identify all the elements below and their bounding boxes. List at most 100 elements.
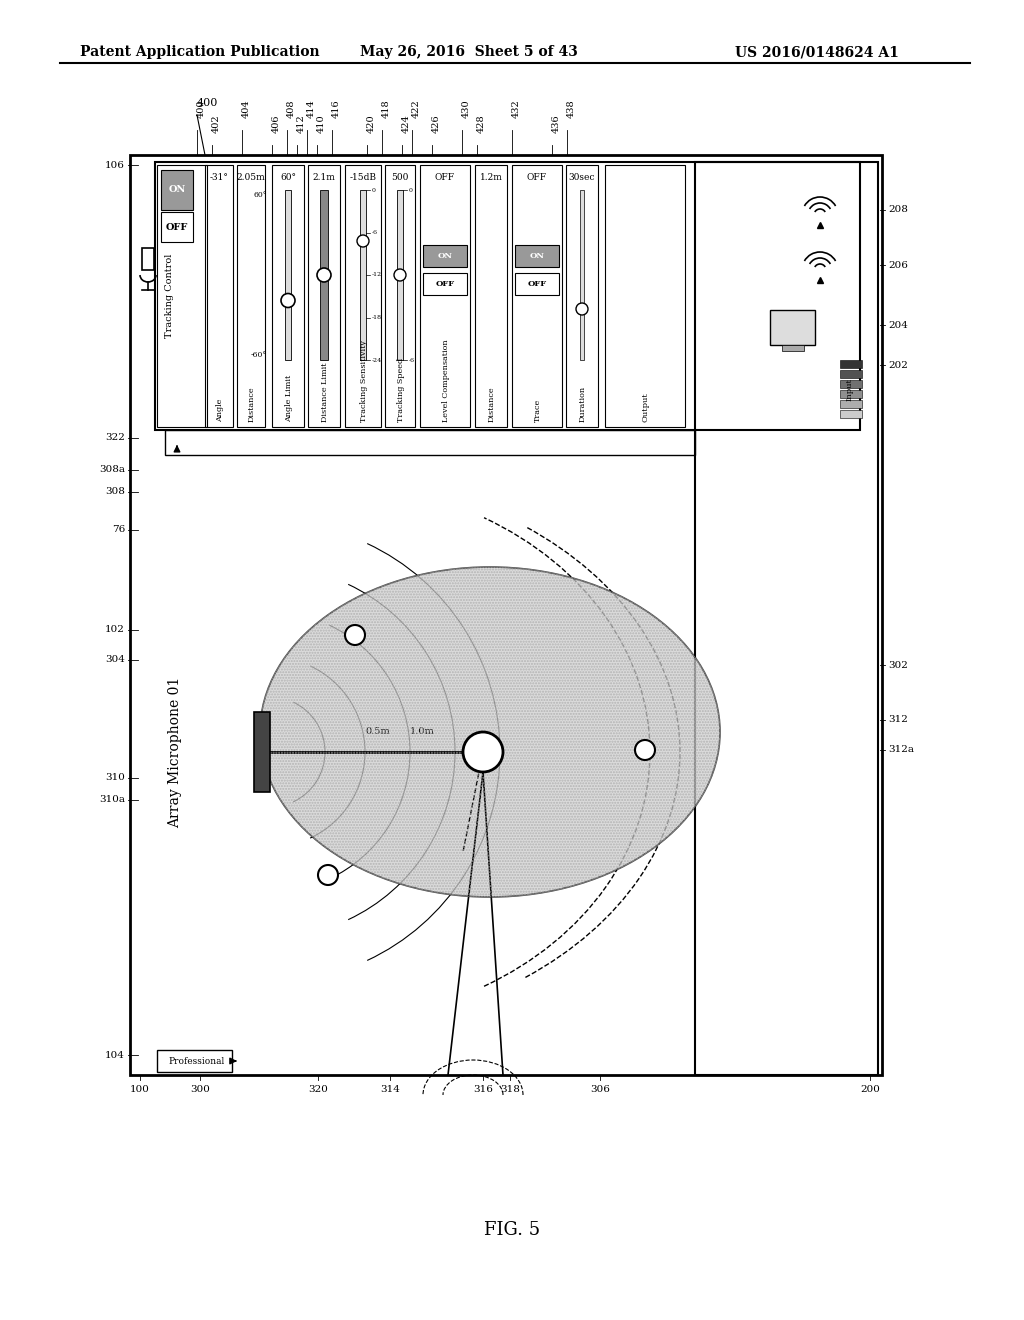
Text: 1.2m: 1.2m [479,173,503,182]
Text: 424: 424 [402,115,411,133]
Bar [840,380,862,388]
Bar [130,154,882,1074]
Text: 322: 322 [105,433,125,442]
Text: -15dB: -15dB [349,173,377,182]
Text: 0.5m: 0.5m [365,727,390,737]
Text: Output: Output [641,392,649,422]
Text: 2.1m: 2.1m [312,173,336,182]
Text: 432: 432 [512,99,521,117]
Bar [345,165,381,426]
Text: OFF: OFF [435,173,455,182]
Text: 318: 318 [500,1085,520,1094]
Text: 100: 100 [130,1085,150,1094]
Text: 316: 316 [473,1085,493,1094]
Bar [161,170,193,210]
Text: 76: 76 [112,525,125,535]
Text: FIG. 5: FIG. 5 [484,1221,540,1239]
Text: 102: 102 [105,626,125,635]
Text: Duration: Duration [579,385,587,422]
Text: Angle: Angle [216,399,224,422]
Text: 320: 320 [308,1085,328,1094]
Circle shape [394,269,406,281]
Bar [782,345,804,351]
Text: 30sec: 30sec [568,173,595,182]
Bar [515,246,559,267]
Text: Tracking Sensitivity: Tracking Sensitivity [360,341,368,422]
Text: 314: 314 [380,1085,400,1094]
Bar [840,411,862,418]
Circle shape [318,865,338,884]
Bar [840,370,862,378]
Bar [397,190,403,360]
Bar [319,190,328,360]
Text: -60°: -60° [251,351,267,359]
Text: Patent Application Publication: Patent Application Publication [80,45,319,59]
Text: 402: 402 [212,115,221,133]
Bar [254,711,270,792]
Bar [770,310,815,345]
Text: -18: -18 [372,315,382,319]
Bar [142,248,154,271]
Text: Input: Input [846,379,854,401]
Text: 404: 404 [242,99,251,117]
Text: -31°: -31° [210,173,228,182]
Text: 500: 500 [391,173,409,182]
Bar [205,165,233,426]
Bar [360,190,366,360]
Text: 414: 414 [307,99,316,117]
Text: ON: ON [168,186,185,194]
Text: 422: 422 [412,99,421,117]
Text: 416: 416 [332,99,341,117]
Bar [285,190,291,360]
Text: -6: -6 [372,230,378,235]
Text: 412: 412 [297,115,306,133]
Text: 410: 410 [317,115,326,133]
Text: 406: 406 [272,115,281,133]
Text: 0: 0 [409,187,413,193]
Text: -6: -6 [409,358,415,363]
Circle shape [345,624,365,645]
Text: 302: 302 [888,660,908,669]
Circle shape [575,304,588,315]
Text: ON: ON [437,252,453,260]
Text: 106: 106 [105,161,125,169]
Text: 438: 438 [567,99,575,117]
Text: Distance: Distance [488,387,496,422]
Text: 310a: 310a [99,796,125,804]
Bar [695,162,878,1074]
Text: Array Microphone 01: Array Microphone 01 [168,676,182,828]
Text: 436: 436 [552,115,561,133]
Text: -24: -24 [372,358,382,363]
Text: ON: ON [529,252,545,260]
Text: OFF: OFF [527,173,547,182]
Text: 430: 430 [462,99,471,117]
Text: 308: 308 [105,487,125,496]
Text: 310: 310 [105,774,125,783]
Text: 304: 304 [105,656,125,664]
Bar [161,213,193,242]
Bar [385,165,415,426]
Text: 408: 408 [287,99,296,117]
Text: 312a: 312a [888,746,914,755]
Text: 204: 204 [888,321,908,330]
Bar [237,165,265,426]
Text: OFF: OFF [527,280,547,288]
Text: OFF: OFF [435,280,455,288]
Bar [423,273,467,294]
Text: 206: 206 [888,260,908,269]
Text: 60°: 60° [253,191,267,199]
Bar [580,190,584,360]
Text: 418: 418 [382,99,391,117]
Text: 208: 208 [888,206,908,214]
Text: US 2016/0148624 A1: US 2016/0148624 A1 [735,45,899,59]
Text: 306: 306 [590,1085,610,1094]
Bar [308,165,340,426]
Text: 2.05m: 2.05m [237,173,265,182]
Text: Trace: Trace [534,399,542,422]
Circle shape [357,235,369,247]
Bar [512,165,562,426]
Bar [840,400,862,408]
Text: 0: 0 [372,187,376,193]
Text: 308a: 308a [99,466,125,474]
Bar [157,1049,232,1072]
